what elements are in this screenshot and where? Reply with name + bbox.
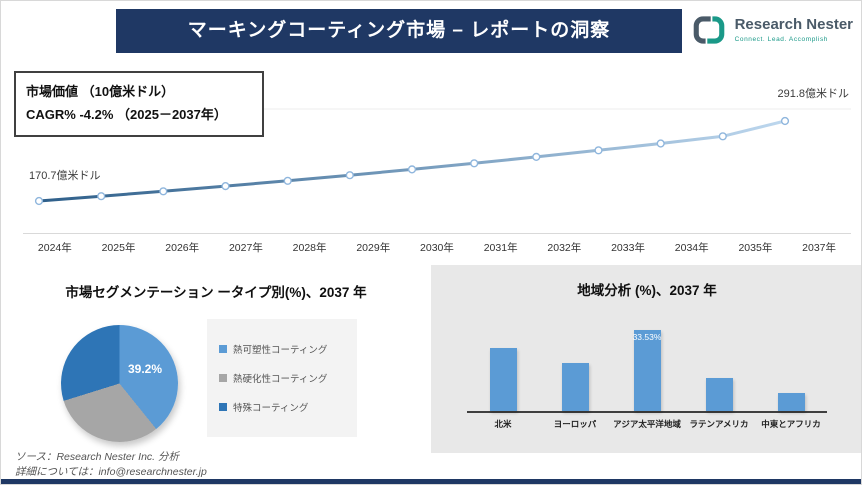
page-title: マーキングコーティング市場 – レポートの洞察 <box>187 20 611 41</box>
page-title-banner: マーキングコーティング市場 – レポートの洞察 <box>116 9 682 53</box>
logo-icon <box>693 16 724 44</box>
bar-column <box>539 363 611 411</box>
bottom-accent-bar <box>1 479 861 484</box>
pie-legend-item: 熱硬化性コーティング <box>219 371 345 385</box>
logo-tagline: Connect. Lead. Accomplish <box>734 35 828 43</box>
bar-column: 33.53% <box>611 330 683 411</box>
logo-name: Research Nester <box>734 16 853 34</box>
research-nester-logo: Research Nester Connect. Lead. Accomplis… <box>690 13 853 47</box>
x-axis-year-label: 2034年 <box>674 242 709 254</box>
bar-category-label: ラテンアメリカ <box>689 419 749 429</box>
pie-legend: 熱可塑性コーティング 熱硬化性コーティング 特殊コーティング <box>207 319 357 437</box>
line-chart-marker <box>221 181 230 191</box>
contact-note: 詳細については：info@researchnester.jp <box>15 466 207 479</box>
line-chart-marker <box>594 146 603 155</box>
region-bar <box>705 378 733 411</box>
legend-label: 特殊コーティング <box>233 403 309 414</box>
line-chart-marker <box>345 171 354 180</box>
line-chart-svg <box>23 108 851 206</box>
x-axis-year-label: 2030年 <box>420 242 454 254</box>
bar-column <box>467 348 539 411</box>
bar-category-label: 北米 <box>494 419 512 429</box>
x-axis-year-label: 2025年 <box>101 242 136 254</box>
footer: ソース：Research Nester Inc. 分析 詳細については：info… <box>15 450 207 480</box>
x-axis-year-label: 2032年 <box>547 242 582 254</box>
legend-label: 熱硬化性コーティング <box>233 374 328 385</box>
legend-bullet-icon <box>219 403 227 411</box>
bar-category-label: ヨーロッパ <box>553 419 597 429</box>
line-chart-marker <box>780 116 790 126</box>
start-value-label: 170.7億米ドル <box>29 170 101 182</box>
x-axis-year-label: 2031年 <box>483 242 518 254</box>
x-axis-year-label: 2037年 <box>802 242 837 254</box>
pie-slice-label: 39.2% <box>128 362 163 376</box>
line-chart-marker <box>656 139 665 148</box>
region-bars: 33.53% <box>467 317 827 413</box>
source-note: ソース：Research Nester Inc. 分析 <box>15 451 180 463</box>
x-axis-year-label: 2028年 <box>292 242 327 254</box>
region-bar: 33.53% <box>632 330 662 411</box>
segmentation-pie-chart <box>61 325 178 442</box>
pie-legend-item: 熱可塑性コーティング <box>219 342 345 356</box>
bar-value-label: 33.53% <box>632 332 662 342</box>
legend-label: 熱可塑性コーティング <box>233 345 328 356</box>
market-value-line-chart: 291.8億米ドル 170.7億米ドル 2024年 2025年 2026年 2027年… <box>23 85 851 257</box>
line-chart-marker <box>718 132 727 141</box>
x-axis-year-label: 2027年 <box>228 242 263 254</box>
market-value-box: 市場価値 （10億米ドル） CAGR% -4.2% （2025－2037年） <box>14 71 264 137</box>
region-bar <box>777 393 805 411</box>
region-bar-captions: 北米 ヨーロッパ アジア太平洋地域 ラテンアメリカ 中東とアフリカ <box>467 413 827 430</box>
x-axis-year-label: 2026年 <box>165 242 200 254</box>
market-value-label: 市場価値 （10億米ドル） <box>26 84 175 99</box>
end-value-label: 291.8億米ドル <box>777 88 849 100</box>
line-chart-marker <box>407 165 417 174</box>
logo-text: Research Nester Connect. Lead. Accomplis… <box>735 17 853 43</box>
region-bar-chart: 33.53% 北米 ヨーロッパ アジア太平洋地域 ラテンアメリカ 中東とアフリカ <box>467 317 827 430</box>
bar-category-label: アジア太平洋地域 <box>613 419 681 429</box>
legend-bullet-icon <box>219 374 227 382</box>
pie-legend-item: 特殊コーティング <box>219 400 345 414</box>
x-axis-year-label: 2029年 <box>356 242 391 254</box>
regional-analysis-panel: 地域分析 (%)、2037 年 33.53% 北米 ヨーロッパ アジア太平洋地域 ラテ… <box>431 265 861 453</box>
x-axis-year-label: 2024年 <box>37 242 72 254</box>
segmentation-title: 市場セグメンテーション ータイプ別(%)、2037 年 <box>65 285 367 300</box>
bar-column <box>683 378 755 411</box>
legend-bullet-icon <box>219 345 227 353</box>
line-chart-marker <box>283 176 292 185</box>
x-axis-year-label: 2033年 <box>611 242 645 254</box>
regional-analysis-title: 地域分析 (%)、2037 年 <box>577 283 717 298</box>
cagr-label: CAGR% -4.2% （2025－2037年） <box>26 106 227 122</box>
region-bar <box>489 348 517 411</box>
line-chart-marker <box>470 159 479 168</box>
bar-category-label: 中東とアフリカ <box>761 419 821 429</box>
x-axis: 2024年 2025年 2026年 2027年 2028年 2029年 2030年 2031年… <box>23 233 851 255</box>
bar-column <box>755 393 827 411</box>
line-chart-marker <box>159 187 168 196</box>
region-bar <box>561 363 589 411</box>
line-chart-marker <box>34 196 44 206</box>
line-chart-marker <box>532 152 541 162</box>
x-axis-year-label: 2035年 <box>738 242 773 254</box>
line-chart-marker <box>97 192 106 201</box>
